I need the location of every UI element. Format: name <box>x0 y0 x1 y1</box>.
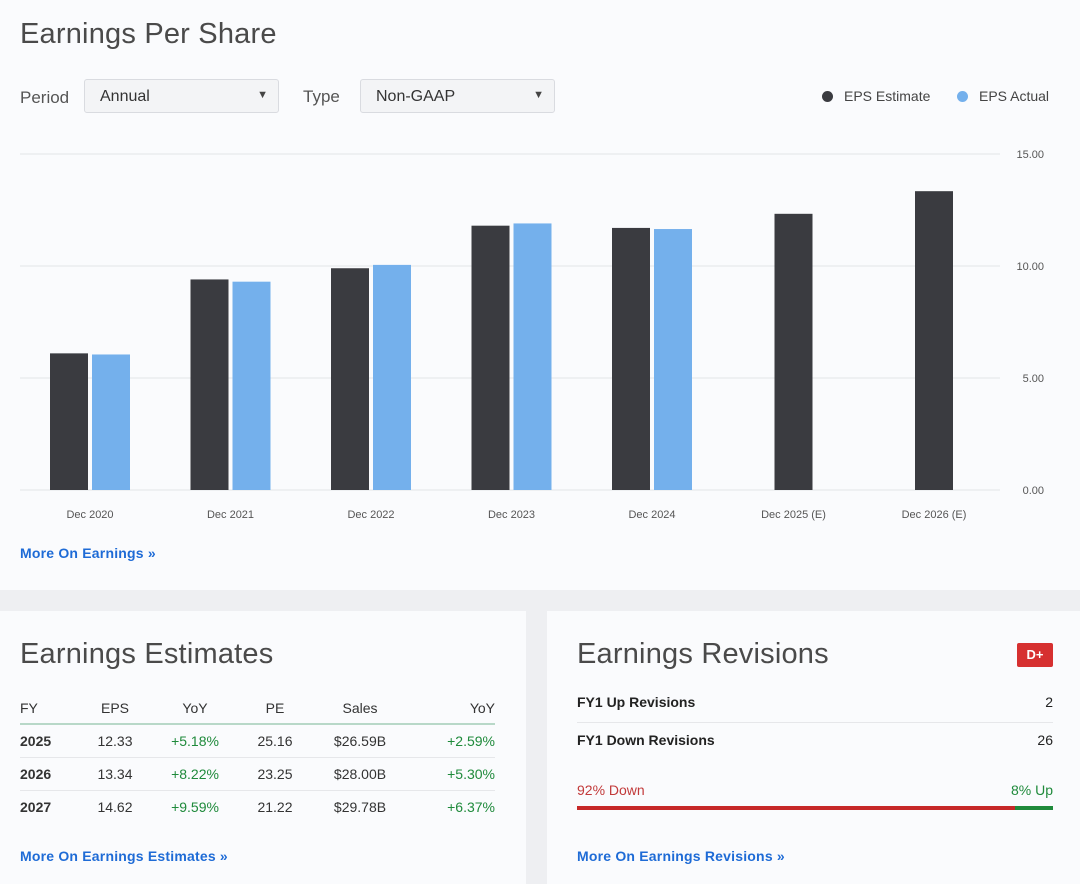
y-tick-label: 10.00 <box>1016 261 1044 273</box>
cell-sales: $26.59B <box>310 724 410 758</box>
eps-title: Earnings Per Share <box>20 18 277 50</box>
x-tick-label: Dec 2020 <box>66 509 113 521</box>
chevron-down-icon: ▼ <box>533 89 544 101</box>
bar-eps-actual[interactable] <box>232 281 271 490</box>
legend-eps-actual[interactable]: EPS Actual <box>957 88 1049 104</box>
up-percent-label: 8% Up <box>1010 782 1053 798</box>
bar-eps-estimate[interactable] <box>915 191 953 490</box>
period-select[interactable]: Annual ▼ <box>84 79 279 113</box>
down-revisions-row: FY1 Down Revisions 26 <box>577 724 1053 760</box>
revisions-ratio-bar <box>577 806 1053 810</box>
x-tick-label: Dec 2023 <box>488 509 535 521</box>
col-yoy: YoY <box>150 693 240 725</box>
more-on-earnings-estimates-link[interactable]: More On Earnings Estimates » <box>20 848 228 864</box>
table-header-row: FY EPS YoY PE Sales YoY <box>20 693 495 725</box>
col-sales: Sales <box>310 693 410 725</box>
cell-sales: $28.00B <box>310 757 410 791</box>
x-tick-label: Dec 2024 <box>628 509 675 521</box>
period-select-value: Annual <box>100 88 150 105</box>
table-row: 2025 12.33 +5.18% 25.16 $26.59B +2.59% <box>20 724 495 758</box>
eps-bar-chart: 0.00 5.00 10.00 15.00 Dec 2020 Dec 2021 Dec 20… <box>20 149 1044 521</box>
table-row: 2026 13.34 +8.22% 23.25 $28.00B +5.30% <box>20 757 495 791</box>
x-tick-label: Dec 2021 <box>207 509 254 521</box>
cell-pe: 23.25 <box>240 757 310 791</box>
bar-eps-actual[interactable] <box>654 229 692 490</box>
cell-fy: 2026 <box>20 757 80 791</box>
legend-label: EPS Estimate <box>844 88 931 104</box>
cell-sales: $29.78B <box>333 799 387 815</box>
bar-eps-actual[interactable] <box>373 264 411 490</box>
bar-eps-estimate[interactable] <box>471 225 510 490</box>
more-on-earnings-link[interactable]: More On Earnings » <box>20 545 156 561</box>
x-tick-label: Dec 2026 (E) <box>902 509 967 521</box>
cell-eps: 12.33 <box>80 724 150 758</box>
chevron-down-icon: ▼ <box>257 89 268 101</box>
legend-eps-estimate[interactable]: EPS Estimate <box>822 88 930 104</box>
cell-eps-yoy: +9.59% <box>171 799 219 815</box>
cell-sales-yoy: +2.59% <box>410 724 495 758</box>
up-revisions-value: 2 <box>1045 694 1053 710</box>
col-sales-yoy: YoY <box>410 693 495 725</box>
up-revisions-label: FY1 Up Revisions <box>577 694 696 710</box>
x-tick-label: Dec 2022 <box>347 509 394 521</box>
col-pe: PE <box>240 693 310 725</box>
revisions-card <box>547 611 1080 884</box>
cell-fy: 2025 <box>20 724 80 758</box>
cell-eps-yoy: +8.22% <box>150 757 240 791</box>
y-tick-label: 0.00 <box>1023 485 1044 497</box>
cell-eps-yoy: +5.18% <box>150 724 240 758</box>
bar-eps-estimate[interactable] <box>331 268 369 490</box>
bar-eps-actual[interactable] <box>92 354 130 490</box>
bar-eps-actual[interactable] <box>513 223 552 490</box>
down-revisions-label: FY1 Down Revisions <box>577 732 715 748</box>
revisions-grade-badge[interactable]: D+ <box>1017 643 1053 667</box>
legend-dot-icon <box>822 90 833 102</box>
cell-fy: 2027 <box>20 799 52 815</box>
estimates-table: FY EPS YoY PE Sales YoY 2025 12.33 +5.18… <box>20 693 495 823</box>
up-revisions-row: FY1 Up Revisions 2 <box>577 686 1053 723</box>
x-tick-label: Dec 2025 (E) <box>761 509 826 521</box>
cell-eps: 14.62 <box>97 799 133 815</box>
y-tick-label: 15.00 <box>1016 149 1044 161</box>
legend-dot-icon <box>957 90 968 102</box>
cell-eps: 13.34 <box>80 757 150 791</box>
down-percent-label: 92% Down <box>577 782 645 798</box>
type-select-value: Non-GAAP <box>376 88 456 105</box>
period-label: Period <box>20 88 70 107</box>
cell-pe: 21.22 <box>257 799 293 815</box>
cell-sales-yoy: +6.37% <box>447 799 495 815</box>
bar-eps-estimate[interactable] <box>190 279 229 490</box>
y-tick-label: 5.00 <box>1023 373 1044 385</box>
bar-eps-estimate[interactable] <box>774 213 813 491</box>
bar-eps-estimate[interactable] <box>612 227 650 491</box>
bar-eps-estimate[interactable] <box>50 353 88 490</box>
revisions-title: Earnings Revisions <box>577 638 829 670</box>
legend-label: EPS Actual <box>979 88 1050 104</box>
cell-pe: 25.16 <box>240 724 310 758</box>
col-fy: FY <box>20 693 80 725</box>
type-select[interactable]: Non-GAAP ▼ <box>360 79 555 113</box>
estimates-title: Earnings Estimates <box>20 638 274 670</box>
down-revisions-value: 26 <box>1037 732 1053 748</box>
revisions-down-fill <box>577 806 1015 810</box>
col-eps: EPS <box>80 693 150 725</box>
type-label: Type <box>303 87 340 106</box>
more-on-earnings-revisions-link[interactable]: More On Earnings Revisions » <box>577 848 785 864</box>
table-row: 2027 14.62 +9.59% 21.22 $29.78B +6.37% <box>20 791 495 824</box>
cell-sales-yoy: +5.30% <box>410 757 495 791</box>
